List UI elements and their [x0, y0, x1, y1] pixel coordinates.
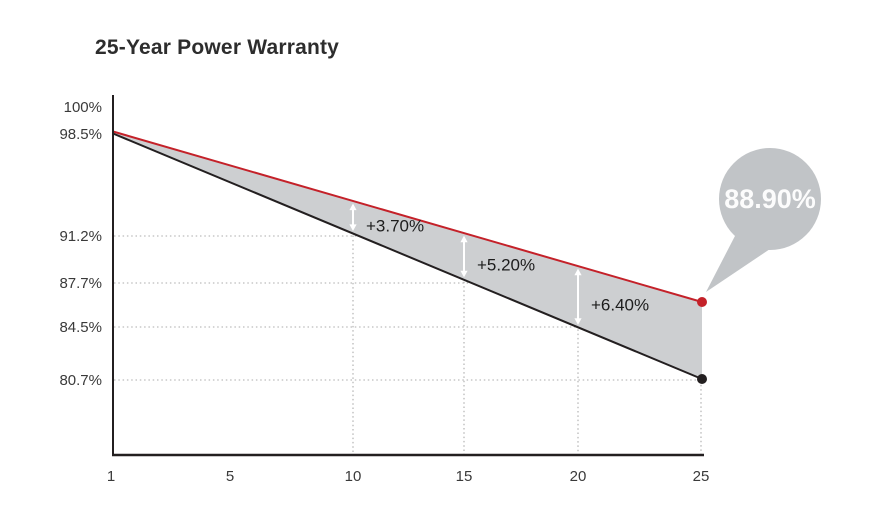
lower-end-dot	[697, 374, 707, 384]
delta-arrow-head-down	[460, 270, 468, 278]
callout-bubble	[719, 148, 821, 250]
delta-label: +5.20%	[477, 255, 535, 274]
callout-value-label: 88.90%	[724, 184, 816, 214]
delta-label: +6.40%	[591, 296, 649, 315]
y-tick-label: 80.7%	[59, 372, 102, 389]
delta-arrow-head-up	[460, 235, 468, 243]
x-tick-label: 1	[107, 468, 115, 485]
callout-tail	[706, 234, 770, 292]
lower-series-line	[112, 132, 703, 380]
y-tick-label: 84.5%	[59, 319, 102, 336]
upper-end-dot	[697, 297, 707, 307]
x-tick-label: 5	[226, 468, 234, 485]
chart-title: 25-Year Power Warranty	[95, 36, 340, 59]
delta-arrow-head-up	[349, 203, 357, 211]
delta-arrow-head-down	[349, 224, 357, 232]
x-tick-label: 25	[693, 468, 710, 485]
y-tick-label: 98.5%	[59, 126, 102, 143]
x-tick-label: 10	[345, 468, 362, 485]
y-tick-label: 87.7%	[59, 275, 102, 292]
delta-arrow-head-down	[574, 318, 582, 325]
upper-series-line	[112, 130, 703, 303]
x-tick-label: 20	[570, 468, 587, 485]
y-tick-label: 100%	[64, 99, 102, 116]
x-tick-label: 15	[456, 468, 473, 485]
delta-arrow-head-up	[574, 268, 582, 276]
delta-label: +3.70%	[366, 216, 424, 235]
y-tick-label: 91.2%	[59, 228, 102, 245]
